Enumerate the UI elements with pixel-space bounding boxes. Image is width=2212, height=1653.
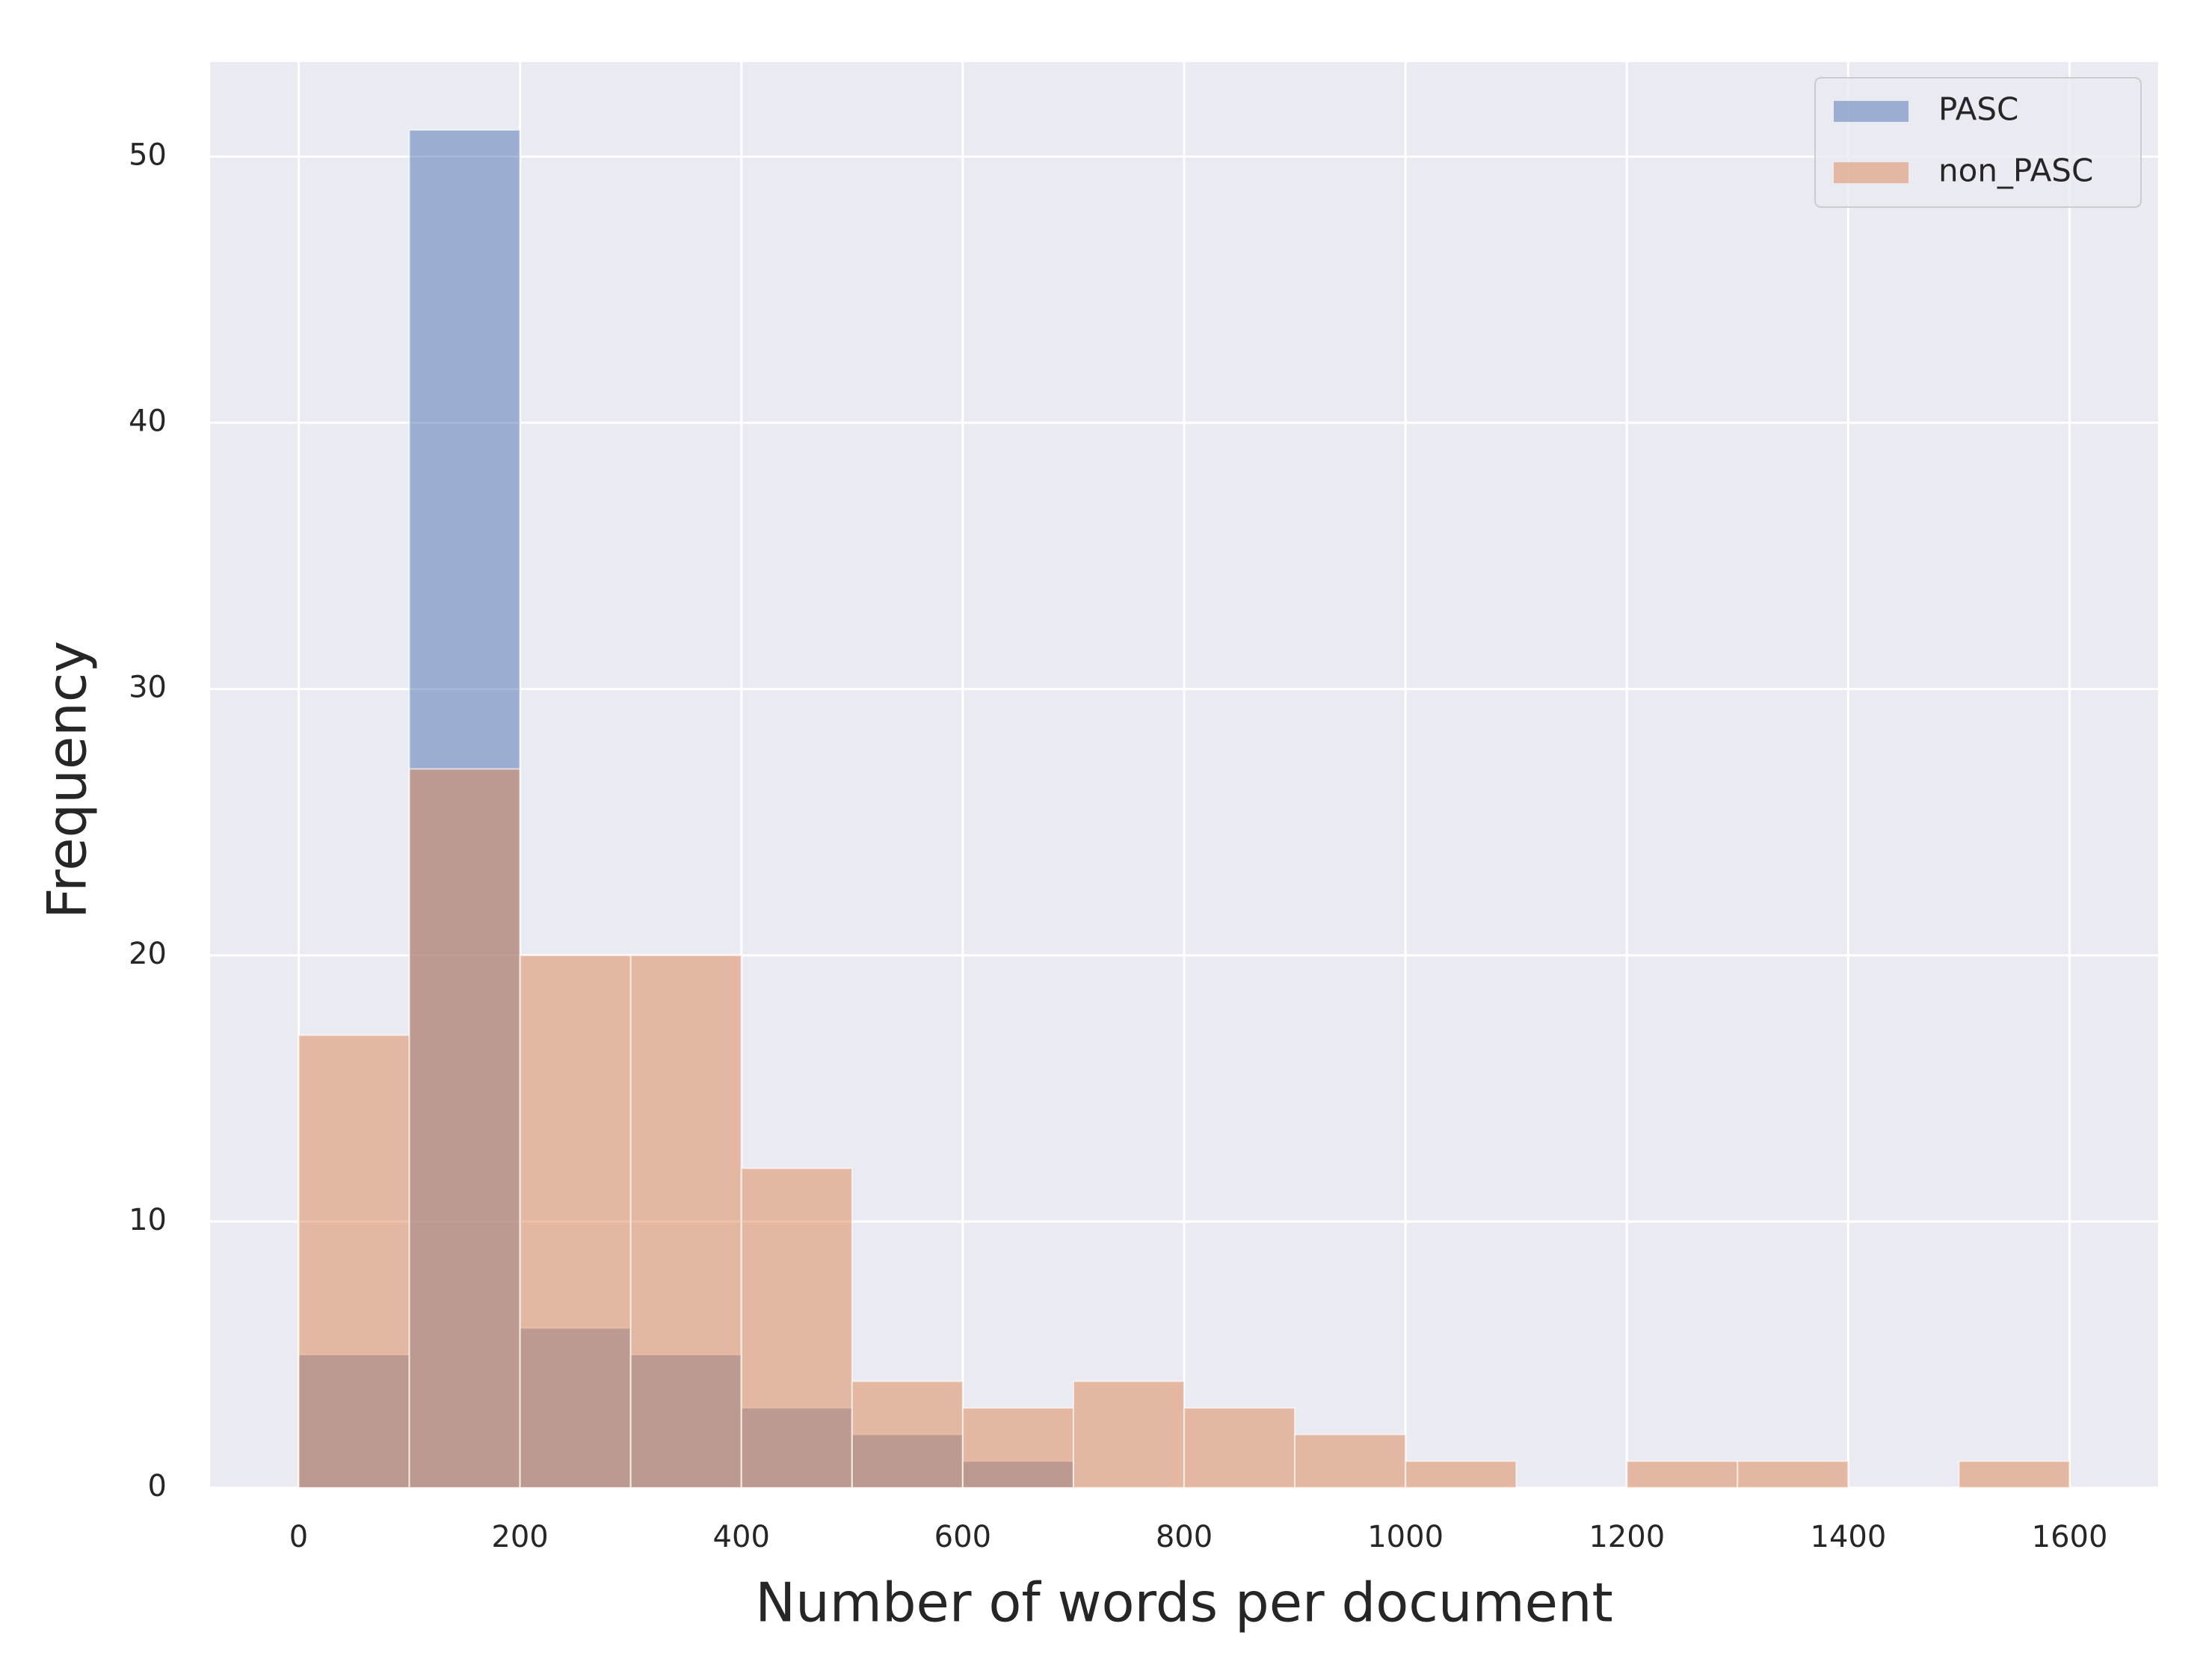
legend-label: PASC [1938,91,2018,128]
histogram-bar [961,1407,1074,1489]
histogram-bar [519,954,632,1489]
histogram-bar [1183,1407,1296,1489]
histogram-bar [740,1167,853,1489]
x-tick-label: 800 [1156,1520,1213,1554]
legend-label: non_PASC [1938,153,2093,189]
histogram-bar [1958,1460,2071,1489]
histogram-bar [1072,1380,1185,1489]
histogram-bar [629,954,742,1489]
histogram-bar [1405,1460,1518,1489]
legend: PASC non_PASC [1814,77,2142,208]
bars [298,129,2071,1489]
x-tick-label: 1400 [1811,1520,1887,1554]
x-tick-label: 600 [934,1520,991,1554]
y-tick-label: 10 [129,1203,167,1237]
legend-swatch [1834,101,1908,122]
y-axis-label: Frequency [36,641,99,919]
x-tick-label: 1000 [1367,1520,1444,1554]
y-tick-label: 50 [129,138,167,172]
histogram-bar [1626,1460,1739,1489]
x-tick-label: 200 [491,1520,548,1554]
histogram-bar [298,1034,410,1489]
histogram-bar [1294,1433,1407,1489]
x-axis-label: Number of words per document [755,1572,1613,1634]
x-tick-label: 400 [713,1520,770,1554]
x-tick-label: 1200 [1589,1520,1665,1554]
x-tick-label: 1600 [2032,1520,2108,1554]
x-tick-label: 0 [289,1520,308,1554]
y-tick-label: 0 [148,1469,167,1503]
y-tick-label: 30 [129,671,167,705]
legend-swatch [1834,162,1908,183]
histogram-bar [1737,1460,1849,1489]
y-tick-label: 40 [129,404,167,439]
histogram-bar [408,768,521,1489]
histogram-bar [851,1380,964,1489]
y-tick-label: 20 [129,937,167,971]
